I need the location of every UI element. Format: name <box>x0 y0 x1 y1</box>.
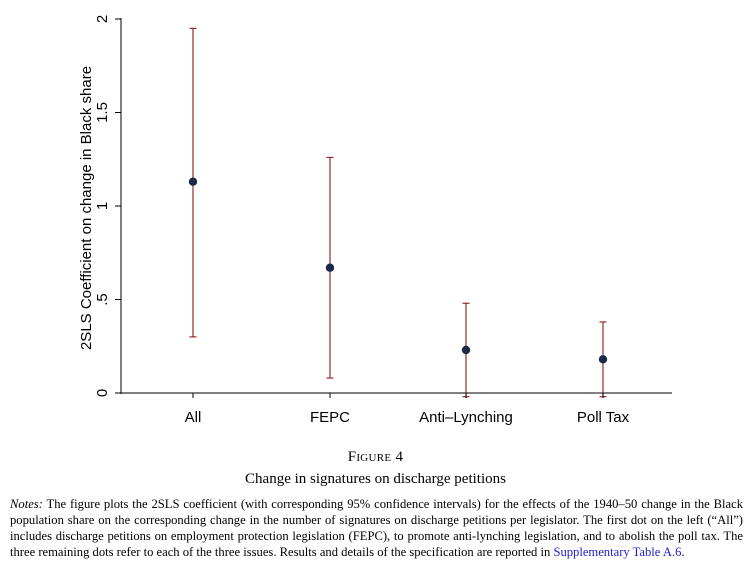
chart: 0 .5 1 1.5 2 All FEPC Anti–Lynching Poll Tax 2S… <box>78 15 672 426</box>
notes-end: . <box>681 545 685 559</box>
notes-label: Notes: <box>10 497 43 511</box>
x-tick-label: All <box>185 409 202 426</box>
figure-caption: Change in signatures on discharge petiti… <box>245 471 506 487</box>
y-axis: 0 .5 1 1.5 2 <box>94 15 122 397</box>
figure-notes: Notes: The figure plots the 2SLS coeffic… <box>10 496 743 560</box>
point-estimate <box>325 263 335 272</box>
supplementary-table-link[interactable]: Supplementary Table A.6 <box>553 545 682 559</box>
x-tick-label: Anti–Lynching <box>419 409 513 426</box>
y-tick-label: 1 <box>94 202 111 210</box>
point-estimate <box>188 177 198 186</box>
x-tick-label: FEPC <box>310 409 350 426</box>
x-axis-labels: All FEPC Anti–Lynching Poll Tax <box>185 393 630 426</box>
y-tick-label: .5 <box>94 293 111 306</box>
y-tick-label: 0 <box>94 389 111 397</box>
point-estimate <box>598 355 608 364</box>
y-tick-label: 2 <box>94 15 111 23</box>
y-axis-title: 2SLS Coefficient on change in Black shar… <box>78 66 95 350</box>
point-estimate <box>461 345 471 355</box>
confidence-intervals <box>189 27 607 398</box>
figure-number: Figure 4 <box>347 449 404 465</box>
y-tick-label: 1.5 <box>94 102 111 123</box>
notes-text: The figure plots the 2SLS coefficient (w… <box>10 497 743 559</box>
point-estimates <box>188 177 608 364</box>
x-tick-label: Poll Tax <box>577 409 630 426</box>
